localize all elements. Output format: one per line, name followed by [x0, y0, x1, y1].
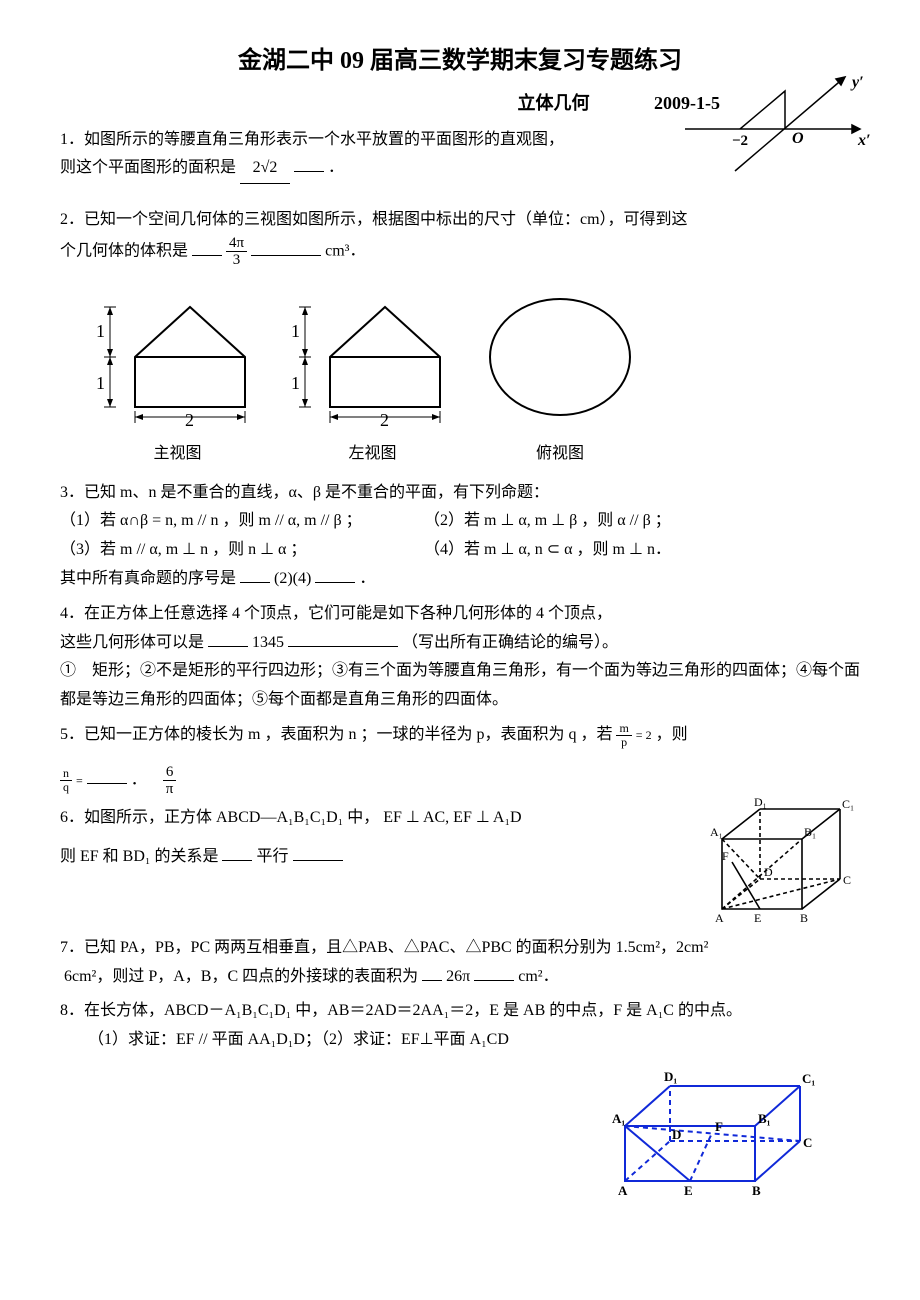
svg-text:1: 1: [96, 373, 105, 393]
svg-text:1: 1: [96, 321, 105, 341]
svg-text:A₁: A₁: [612, 1111, 625, 1126]
y-axis-label: y′: [850, 74, 864, 91]
svg-text:E: E: [754, 911, 761, 925]
svg-text:B: B: [800, 911, 808, 925]
svg-text:C: C: [843, 873, 851, 887]
svg-text:D: D: [764, 865, 773, 879]
svg-text:C₁: C₁: [802, 1071, 815, 1086]
svg-text:A: A: [618, 1183, 628, 1198]
front-view: 1 1 2 主视图: [90, 277, 265, 469]
svg-text:D: D: [672, 1127, 681, 1142]
question-6: A B C D A₁ B₁ C₁ D₁ E F 6．如图所示，正方体 ABCD—…: [60, 804, 860, 872]
svg-text:D₁: D₁: [754, 795, 767, 809]
q1-answer: 2√2: [240, 154, 290, 184]
question-4: 4．在正方体上任意选择 4 个顶点，它们可能是如下各种几何形体的 4 个顶点， …: [60, 600, 860, 715]
svg-text:F: F: [722, 849, 729, 863]
svg-text:1: 1: [291, 373, 300, 393]
tick-label: −2: [732, 133, 748, 149]
three-views: 1 1 2 主视图: [90, 277, 860, 469]
svg-text:C: C: [803, 1135, 812, 1150]
cube-figure: A B C D A₁ B₁ C₁ D₁ E F: [710, 794, 860, 934]
q5-answer: 6 π: [163, 764, 177, 798]
question-7: 7．已知 PA，PB，PC 两两互相垂直，且△PAB、△PAC、△PBC 的面积…: [60, 934, 860, 992]
svg-text:C₁: C₁: [842, 797, 854, 811]
q2-answer: 4π 3: [226, 235, 247, 269]
subtitle-row: 立体几何 2009-1-5 y′ x′ O −2: [60, 87, 860, 119]
question-5: 5．已知一正方体的棱长为 m ，表面积为 n ；一球的半径为 p，表面积为 q …: [60, 721, 860, 798]
svg-text:A₁: A₁: [710, 825, 723, 839]
svg-text:E: E: [684, 1183, 693, 1198]
subtitle: 立体几何: [518, 93, 590, 113]
svg-text:2: 2: [380, 410, 389, 427]
svg-text:1: 1: [291, 321, 300, 341]
left-view: 1 1 2 左视图: [285, 277, 460, 469]
oblique-axis-figure: y′ x′ O −2: [680, 69, 870, 179]
q4-answer: 1345: [252, 634, 284, 651]
svg-text:B: B: [752, 1183, 761, 1198]
q6-answer: 平行: [256, 848, 288, 865]
origin-label: O: [792, 130, 804, 147]
svg-text:A: A: [715, 911, 724, 925]
q3-stem: 3．已知 m、n 是不重合的直线，α、β 是不重合的平面，有下列命题：: [60, 479, 860, 508]
question-3: 3．已知 m、n 是不重合的直线，α、β 是不重合的平面，有下列命题： （1）若…: [60, 479, 860, 594]
svg-text:F: F: [715, 1119, 723, 1134]
top-view: 俯视图: [480, 277, 640, 469]
question-8: 8．在长方体，ABCD－A₁B₁C₁D₁ 中，AB＝2AD＝2AA₁＝2，E 是…: [60, 997, 860, 1201]
q3-answer: (2)(4): [274, 570, 311, 587]
question-2: 2．已知一个空间几何体的三视图如图所示，根据图中标出的尺寸（单位：cm），可得到…: [60, 206, 860, 468]
q2-line1: 2．已知一个空间几何体的三视图如图所示，根据图中标出的尺寸（单位：cm），可得到…: [60, 206, 860, 235]
svg-text:B₁: B₁: [804, 825, 816, 839]
x-axis-label: x′: [857, 132, 870, 149]
svg-text:D₁: D₁: [664, 1069, 677, 1084]
svg-text:2: 2: [185, 410, 194, 427]
cuboid-figure: A B C D A₁ B₁ C₁ D₁ E F: [610, 1061, 820, 1201]
q7-answer: 26π: [446, 968, 470, 985]
q2-line2: 个几何体的体积是 4π 3 cm³．: [60, 235, 860, 269]
svg-text:B₁: B₁: [758, 1111, 771, 1126]
